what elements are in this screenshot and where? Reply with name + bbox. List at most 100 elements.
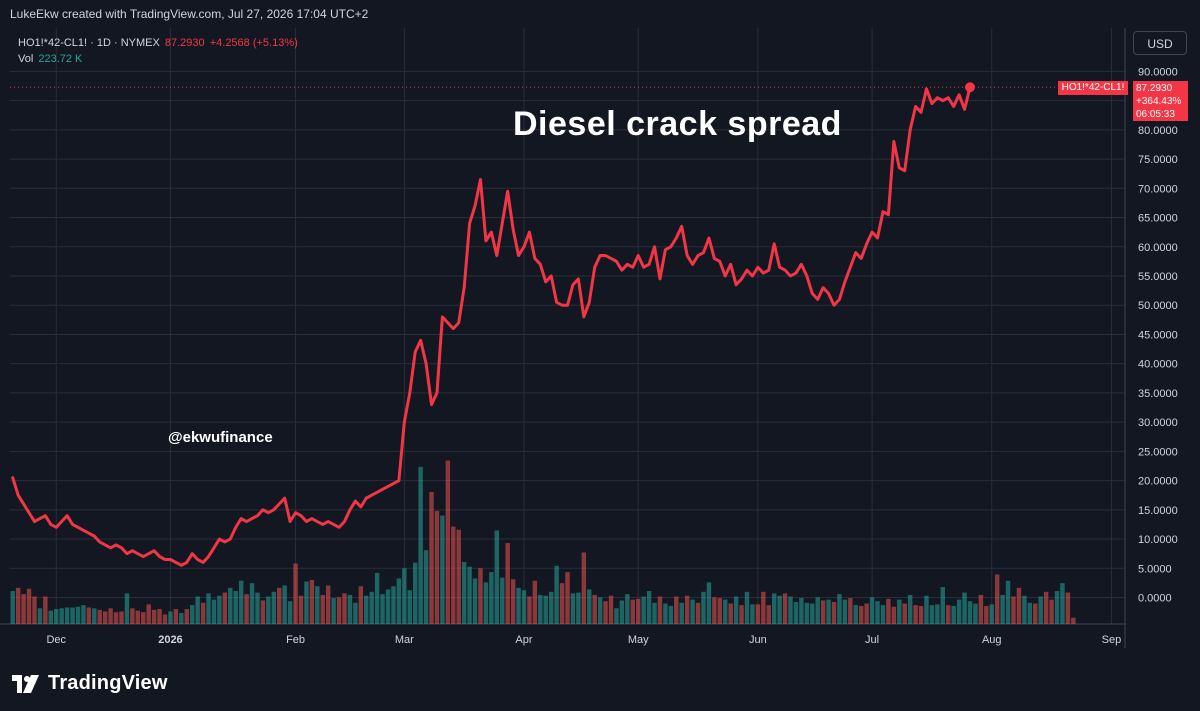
volume-bar (418, 466, 423, 624)
y-tick-label: 25.0000 (1138, 446, 1178, 458)
volume-bar (342, 593, 347, 624)
volume-bar (184, 609, 189, 624)
volume-bar (86, 607, 92, 624)
volume-bar (548, 591, 554, 624)
tradingview-logo-icon (12, 674, 39, 693)
volume-bars (10, 460, 1076, 624)
volume-bar (374, 572, 380, 624)
volume-bar (761, 591, 766, 624)
volume-bar (1011, 596, 1016, 624)
volume-bar (989, 604, 994, 624)
volume-bar (102, 611, 108, 624)
volume-bar (521, 590, 527, 624)
y-tick-label: 60.0000 (1138, 242, 1178, 254)
volume-bar (1033, 603, 1038, 624)
y-tick-label: 65.0000 (1138, 213, 1178, 225)
top-bar: LukeEkw created with TradingView.com, Ju… (0, 0, 1200, 28)
author-watermark: @ekwufinance (168, 429, 273, 446)
volume-bar (168, 611, 173, 624)
volume-bar (538, 594, 543, 624)
x-tick-label: May (628, 634, 649, 646)
volume-bar (630, 599, 635, 624)
volume-bar (543, 595, 548, 624)
x-tick-label: Apr (515, 634, 532, 646)
volume-bar (364, 595, 369, 624)
x-tick-label: Mar (395, 634, 414, 646)
symbol-label[interactable]: HO1!*42-CL1! · 1D · NYMEX (18, 37, 160, 49)
volume-bar (668, 605, 674, 624)
volume-bar (92, 608, 97, 624)
volume-bar (396, 578, 402, 624)
volume-bar (559, 583, 565, 624)
volume-bar (146, 604, 151, 624)
volume-bar (897, 599, 902, 624)
volume-bar (59, 608, 64, 624)
price-tag-countdown: 06:05:33 (1136, 109, 1175, 120)
chart-frame[interactable] (0, 28, 1200, 651)
volume-bar (385, 589, 391, 624)
volume-bar (141, 612, 146, 624)
volume-bar (826, 599, 831, 624)
volume-bar (1043, 591, 1049, 624)
volume-bar (277, 587, 282, 624)
volume-bar (603, 601, 608, 624)
x-tick-label: 2026 (158, 634, 182, 646)
volume-bar (1022, 595, 1027, 624)
volume-bar (483, 582, 489, 624)
y-tick-label: 35.0000 (1138, 388, 1178, 400)
volume-bar (701, 591, 706, 624)
volume-bar (864, 603, 869, 624)
volume-bar (37, 608, 43, 624)
volume-row: Vol 223.72 K (18, 51, 300, 67)
y-tick-label: 40.0000 (1138, 359, 1178, 371)
y-tick-label: 10.0000 (1138, 534, 1178, 546)
tradingview-logo[interactable]: TradingView (12, 672, 168, 695)
volume-bar (1054, 591, 1060, 624)
volume-bar (325, 585, 331, 624)
volume-bar (973, 603, 978, 624)
symbol-price-tag: HO1!*42-CL1! (1058, 81, 1128, 95)
price-chart[interactable]: 0.0000 5.0000 10.0000 15.0000 20.0000 25.0000… (0, 0, 1200, 651)
volume-bar (195, 596, 200, 624)
volume-bar (695, 602, 701, 624)
volume-bar (565, 572, 570, 624)
volume-bar (902, 603, 907, 624)
volume-bar (771, 593, 777, 624)
volume-bar (886, 598, 891, 624)
volume-bar (858, 605, 864, 624)
volume-bar (755, 604, 761, 624)
price-line-layer (10, 82, 1125, 567)
volume-bar (810, 603, 815, 624)
x-tick-label: Dec (46, 634, 66, 646)
volume-bar (690, 599, 695, 624)
volume-bar (461, 561, 467, 624)
volume-bar (1038, 596, 1043, 624)
volume-bar (353, 602, 358, 624)
volume-bar (1049, 599, 1054, 624)
currency-button[interactable]: USD (1133, 31, 1187, 55)
volume-label[interactable]: Vol (18, 53, 34, 65)
volume-bar (440, 515, 445, 624)
volume-bar (238, 580, 244, 624)
y-tick-label: 75.0000 (1138, 154, 1178, 166)
volume-bar (407, 590, 412, 624)
volume-bar (108, 608, 113, 624)
volume-bar (32, 596, 37, 624)
volume-bar (929, 605, 935, 624)
volume-bar (946, 605, 951, 624)
volume-bar (516, 587, 521, 624)
volume-bar (489, 572, 494, 624)
volume-bar (614, 608, 619, 624)
volume-bar (124, 593, 130, 624)
volume-bar (211, 599, 217, 624)
volume-bar (728, 603, 733, 624)
volume-bar (940, 587, 946, 624)
volume-bar (75, 606, 81, 624)
volume-bar (157, 609, 162, 624)
volume-bar (64, 607, 70, 624)
volume-bar (271, 591, 277, 624)
volume-bar (179, 613, 184, 624)
volume-bar (402, 568, 407, 624)
y-tick-label: 45.0000 (1138, 329, 1178, 341)
volume-bar (684, 595, 690, 624)
